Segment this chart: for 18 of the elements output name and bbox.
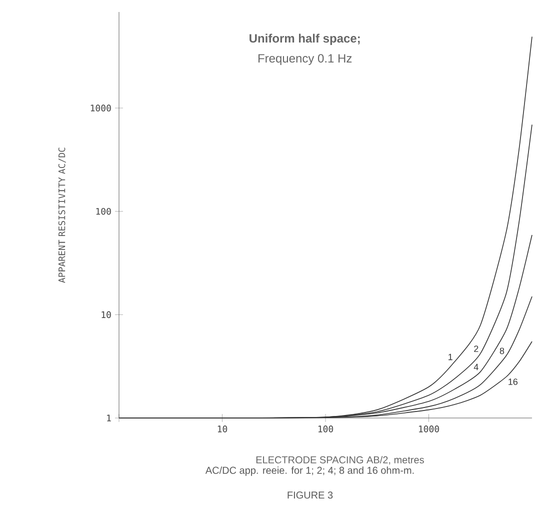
- y-axis-title: APPARENT RESISTIVITY AC/DC: [58, 148, 66, 283]
- y-tick-label: 1000: [90, 104, 111, 112]
- x-tick-label: 10: [218, 426, 228, 432]
- text: Frequency 0.1 Hz: [258, 54, 352, 65]
- series-label: 1: [448, 354, 452, 360]
- series-label: 8: [500, 348, 504, 354]
- x-tick-label: 100: [318, 426, 334, 432]
- text: Uniform half space;: [250, 34, 360, 45]
- x-tick-label: 1000: [418, 426, 439, 432]
- series-label: 4: [474, 364, 478, 370]
- caption: FIGURE 3: [288, 492, 333, 499]
- text: AC/DC app. reeie. for 1; 2; 4; 8 and 16 ohm-m.: [205, 466, 414, 476]
- y-tick-label: 10: [102, 311, 111, 318]
- x-axis-title: ELECTRODE SPACING AB/2, metres: [256, 456, 424, 465]
- y-tick-label: 1: [107, 414, 111, 422]
- series-label: 2: [474, 346, 478, 352]
- y-tick-label: 100: [96, 208, 111, 215]
- series-label: 16: [508, 378, 518, 385]
